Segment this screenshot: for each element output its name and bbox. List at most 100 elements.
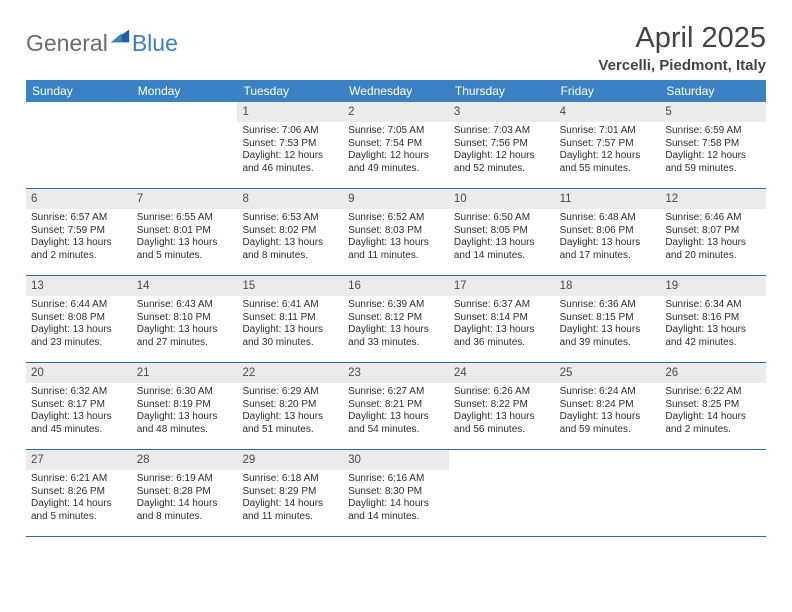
day-of-week-header: SundayMondayTuesdayWednesdayThursdayFrid… <box>26 80 766 102</box>
daylight-text: Daylight: 13 hours and 17 minutes. <box>560 237 656 262</box>
day-body: Sunrise: 6:24 AMSunset: 8:24 PMDaylight:… <box>555 383 661 438</box>
calendar-day <box>660 450 766 536</box>
sunrise-text: Sunrise: 6:27 AM <box>348 386 444 399</box>
sunrise-text: Sunrise: 6:41 AM <box>242 299 338 312</box>
calendar-day: 30Sunrise: 6:16 AMSunset: 8:30 PMDayligh… <box>343 450 449 536</box>
day-body: Sunrise: 6:34 AMSunset: 8:16 PMDaylight:… <box>660 296 766 351</box>
sunset-text: Sunset: 8:11 PM <box>242 312 338 325</box>
sunset-text: Sunset: 8:05 PM <box>454 225 550 238</box>
sunrise-text: Sunrise: 6:24 AM <box>560 386 656 399</box>
daylight-text: Daylight: 12 hours and 49 minutes. <box>348 150 444 175</box>
day-body: Sunrise: 7:01 AMSunset: 7:57 PMDaylight:… <box>555 122 661 177</box>
daylight-text: Daylight: 13 hours and 8 minutes. <box>242 237 338 262</box>
sunset-text: Sunset: 7:53 PM <box>242 138 338 151</box>
sunrise-text: Sunrise: 7:01 AM <box>560 125 656 138</box>
sunset-text: Sunset: 8:29 PM <box>242 486 338 499</box>
calendar-day: 18Sunrise: 6:36 AMSunset: 8:15 PMDayligh… <box>555 276 661 362</box>
day-number: 20 <box>26 363 132 383</box>
calendar-day: 12 Sunrise: 6:46 AMSunset: 8:07 PMDayligh… <box>660 189 766 275</box>
sunset-text: Sunset: 8:16 PM <box>665 312 761 325</box>
sunrise-text: Sunrise: 6:57 AM <box>31 212 127 225</box>
title-block: April 2025 Vercelli, Piedmont, Italy <box>598 22 766 74</box>
day-body: Sunrise: 6:39 AMSunset: 8:12 PMDaylight:… <box>343 296 449 351</box>
day-number: 12 <box>660 189 766 209</box>
calendar-day: 29Sunrise: 6:18 AMSunset: 8:29 PMDayligh… <box>237 450 343 536</box>
day-number: 6 <box>26 189 132 209</box>
sunset-text: Sunset: 8:15 PM <box>560 312 656 325</box>
sunset-text: Sunset: 7:54 PM <box>348 138 444 151</box>
day-body: Sunrise: 6:18 AMSunset: 8:29 PMDaylight:… <box>237 470 343 525</box>
daylight-text: Daylight: 13 hours and 20 minutes. <box>665 237 761 262</box>
day-of-week-cell: Tuesday <box>237 80 343 102</box>
daylight-text: Daylight: 13 hours and 51 minutes. <box>242 411 338 436</box>
daylight-text: Daylight: 13 hours and 30 minutes. <box>242 324 338 349</box>
daylight-text: Daylight: 13 hours and 42 minutes. <box>665 324 761 349</box>
day-number <box>449 450 555 470</box>
sunset-text: Sunset: 8:17 PM <box>31 399 127 412</box>
sunrise-text: Sunrise: 6:48 AM <box>560 212 656 225</box>
day-number <box>26 102 132 122</box>
sunset-text: Sunset: 8:14 PM <box>454 312 550 325</box>
sunrise-text: Sunrise: 6:39 AM <box>348 299 444 312</box>
calendar-day: 6Sunrise: 6:57 AMSunset: 7:59 PMDaylight… <box>26 189 132 275</box>
calendar-day: 1Sunrise: 7:06 AMSunset: 7:53 PMDaylight… <box>237 102 343 188</box>
sunset-text: Sunset: 7:56 PM <box>454 138 550 151</box>
sunrise-text: Sunrise: 6:43 AM <box>137 299 233 312</box>
calendar-week: 13Sunrise: 6:44 AMSunset: 8:08 PMDayligh… <box>26 276 766 363</box>
calendar-day: 2Sunrise: 7:05 AMSunset: 7:54 PMDaylight… <box>343 102 449 188</box>
daylight-text: Daylight: 13 hours and 48 minutes. <box>137 411 233 436</box>
day-number: 26 <box>660 363 766 383</box>
day-number: 7 <box>132 189 238 209</box>
day-body: Sunrise: 6:32 AMSunset: 8:17 PMDaylight:… <box>26 383 132 438</box>
calendar-day: 4Sunrise: 7:01 AMSunset: 7:57 PMDaylight… <box>555 102 661 188</box>
day-number: 14 <box>132 276 238 296</box>
day-number: 25 <box>555 363 661 383</box>
daylight-text: Daylight: 14 hours and 11 minutes. <box>242 498 338 523</box>
sunset-text: Sunset: 8:07 PM <box>665 225 761 238</box>
calendar-day: 25Sunrise: 6:24 AMSunset: 8:24 PMDayligh… <box>555 363 661 449</box>
day-number <box>660 450 766 470</box>
daylight-text: Daylight: 14 hours and 2 minutes. <box>665 411 761 436</box>
day-of-week-cell: Wednesday <box>343 80 449 102</box>
sunrise-text: Sunrise: 6:19 AM <box>137 473 233 486</box>
sunset-text: Sunset: 8:20 PM <box>242 399 338 412</box>
day-number: 17 <box>449 276 555 296</box>
calendar-day: 3Sunrise: 7:03 AMSunset: 7:56 PMDaylight… <box>449 102 555 188</box>
day-number: 28 <box>132 450 238 470</box>
daylight-text: Daylight: 13 hours and 33 minutes. <box>348 324 444 349</box>
daylight-text: Daylight: 12 hours and 46 minutes. <box>242 150 338 175</box>
daylight-text: Daylight: 13 hours and 45 minutes. <box>31 411 127 436</box>
calendar-day: 7Sunrise: 6:55 AMSunset: 8:01 PMDaylight… <box>132 189 238 275</box>
sunrise-text: Sunrise: 6:36 AM <box>560 299 656 312</box>
sunrise-text: Sunrise: 6:44 AM <box>31 299 127 312</box>
sunrise-text: Sunrise: 6:46 AM <box>665 212 761 225</box>
calendar-day: 8Sunrise: 6:53 AMSunset: 8:02 PMDaylight… <box>237 189 343 275</box>
daylight-text: Daylight: 13 hours and 5 minutes. <box>137 237 233 262</box>
day-body: Sunrise: 6:41 AMSunset: 8:11 PMDaylight:… <box>237 296 343 351</box>
daylight-text: Daylight: 13 hours and 11 minutes. <box>348 237 444 262</box>
daylight-text: Daylight: 12 hours and 52 minutes. <box>454 150 550 175</box>
calendar-day: 17Sunrise: 6:37 AMSunset: 8:14 PMDayligh… <box>449 276 555 362</box>
sunset-text: Sunset: 8:25 PM <box>665 399 761 412</box>
calendar-week: 27Sunrise: 6:21 AMSunset: 8:26 PMDayligh… <box>26 450 766 537</box>
logo-mark-icon <box>109 24 131 46</box>
header: General Blue April 2025 Vercelli, Piedmo… <box>26 22 766 74</box>
daylight-text: Daylight: 12 hours and 59 minutes. <box>665 150 761 175</box>
day-of-week-cell: Thursday <box>449 80 555 102</box>
day-body: Sunrise: 6:29 AMSunset: 8:20 PMDaylight:… <box>237 383 343 438</box>
sunrise-text: Sunrise: 7:05 AM <box>348 125 444 138</box>
day-body: Sunrise: 6:30 AMSunset: 8:19 PMDaylight:… <box>132 383 238 438</box>
day-body: Sunrise: 6:48 AMSunset: 8:06 PMDaylight:… <box>555 209 661 264</box>
calendar-day: 22Sunrise: 6:29 AMSunset: 8:20 PMDayligh… <box>237 363 343 449</box>
daylight-text: Daylight: 13 hours and 23 minutes. <box>31 324 127 349</box>
calendar-day <box>26 102 132 188</box>
sunrise-text: Sunrise: 7:06 AM <box>242 125 338 138</box>
sunset-text: Sunset: 8:03 PM <box>348 225 444 238</box>
month-title: April 2025 <box>598 22 766 55</box>
day-number: 19 <box>660 276 766 296</box>
calendar-day <box>449 450 555 536</box>
day-of-week-cell: Monday <box>132 80 238 102</box>
day-number: 16 <box>343 276 449 296</box>
day-number: 29 <box>237 450 343 470</box>
day-number: 24 <box>449 363 555 383</box>
